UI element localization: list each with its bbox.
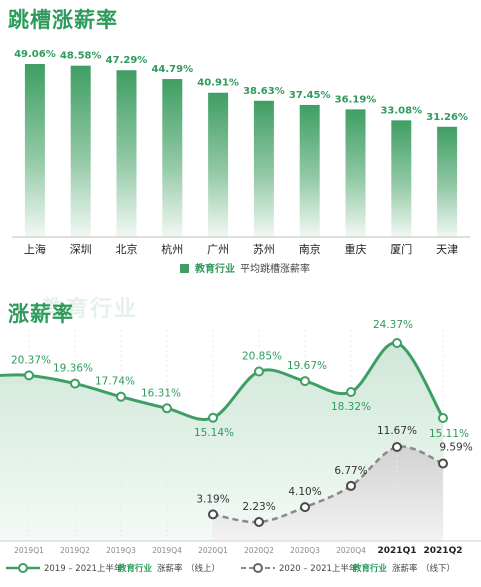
bar-杭州 [162,79,183,237]
point-online-2019Q4 [162,403,172,414]
value-label-online: 15.11% [429,428,469,440]
point-offline-2021Q1 [392,442,402,452]
legend-online-industry: 教育行业 [117,563,153,574]
bar-chart: 49.06% 48.58% 47.29%44.79% 40.91% 38.63% 37.4… [12,49,470,275]
point-online-2019Q2 [70,378,80,389]
legend-label-metric: 平均跳槽涨薪率 [240,262,310,275]
bar-category-label: 苏州 [253,243,275,256]
legend-online-period: 2019 – 2021上半年 [44,563,123,574]
bar-value-label: 38.63% [243,86,285,97]
bar-苏州 [253,100,274,237]
value-label-online: 16.31% [141,387,181,399]
value-label-online: 18.32% [331,401,371,413]
legend-label-industry: 教育行业 [194,262,235,275]
value-label-online: 19.67% [287,360,327,372]
bar-广州 [208,92,229,238]
bar-value-label: 33.08% [380,105,422,116]
bar-北京 [116,70,137,237]
value-label-offline: 3.19% [196,493,229,505]
value-label-offline: 9.59% [439,442,472,454]
legend-offline-industry: 教育行业 [352,563,388,574]
value-label-online: 24.37% [373,319,413,331]
value-label-offline: 6.77% [334,465,367,477]
bar-category-label: 厦门 [390,242,412,256]
legend-offline-note: （线下） [421,563,455,574]
quarter-label: 2020Q2 [244,546,274,555]
bar-value-label: 48.58% [60,51,102,62]
value-label-offline: 2.23% [242,501,275,513]
area-online [0,342,443,541]
bar-value-label: 44.79% [151,64,193,75]
value-label-offline: 11.67% [377,425,417,437]
quarter-label: 2019Q1 [14,546,44,555]
quarter-label: 2019Q4 [152,546,182,555]
bar-value-label: 49.06% [14,49,56,60]
bar-南京 [299,104,320,237]
value-label-online: 15.14% [194,427,234,439]
point-online-2021Q2 [438,413,448,423]
bar-value-label: 37.45% [289,90,331,101]
quarter-label: 2019Q2 [60,546,90,555]
legend-marker-online [18,563,28,573]
bar-category-label: 杭州 [161,242,183,256]
point-offline-2020Q3 [300,502,310,513]
point-offline-2020Q1 [208,509,218,520]
line-chart-title: 涨薪率 [8,302,74,326]
bar-value-label: 36.19% [335,94,377,105]
point-online-2019Q3 [116,391,126,402]
point-online-2020Q4 [346,387,356,398]
area-offline [213,446,443,541]
point-offline-2020Q2 [254,517,264,527]
legend-online-note: （线上） [186,563,220,574]
bar-category-label: 广州 [207,243,229,256]
quarter-label: 2021Q2 [424,546,463,556]
quarter-label: 2019Q3 [106,546,136,555]
value-label-online: 19.36% [53,363,93,375]
bar-深圳 [70,65,91,237]
value-label-online: 17.74% [95,376,135,388]
quarter-label: 2020Q1 [198,546,228,555]
legend-marker-offline [253,563,263,573]
quarter-label: 2021Q1 [378,546,417,556]
bar-天津 [437,126,458,237]
point-offline-2021Q2 [438,458,448,469]
value-label-online: 20.37% [11,354,51,366]
point-online-2020Q3 [300,376,310,387]
bar-chart-title: 跳槽涨薪率 [8,8,118,32]
bar-category-label: 天津 [436,243,458,256]
bar-category-label: 上海 [24,242,46,256]
quarter-label: 2020Q4 [336,546,366,555]
bar-category-label: 深圳 [70,243,92,256]
point-offline-2020Q4 [346,480,356,491]
legend-offline-metric: 涨薪率 [392,563,418,574]
legend-online-metric: 涨薪率 [157,563,183,574]
bar-value-label: 31.26% [426,112,468,123]
watermark-bottom: 教育行业 [42,297,139,322]
point-online-2019Q1 [24,370,34,381]
point-online-2020Q2 [254,366,264,377]
bar-重庆 [345,109,366,237]
bar-厦门 [391,120,412,237]
line-online [0,341,445,421]
bar-category-label: 南京 [299,242,321,256]
bar-category-label: 北京 [116,242,138,256]
legend-swatch [180,264,189,273]
value-label-online: 20.85% [242,351,282,363]
value-label-offline: 4.10% [288,486,321,498]
quarter-label: 2020Q3 [290,546,320,555]
bar-上海 [24,64,45,237]
point-online-2021Q1 [392,338,402,348]
legend-offline-period: 2020 – 2021上半年 [279,563,358,574]
bar-category-label: 重庆 [345,242,367,256]
bar-value-label: 47.29% [106,55,148,66]
line-offline [212,445,444,524]
point-online-2020Q1 [208,412,218,423]
bar-value-label: 40.91% [197,78,239,89]
